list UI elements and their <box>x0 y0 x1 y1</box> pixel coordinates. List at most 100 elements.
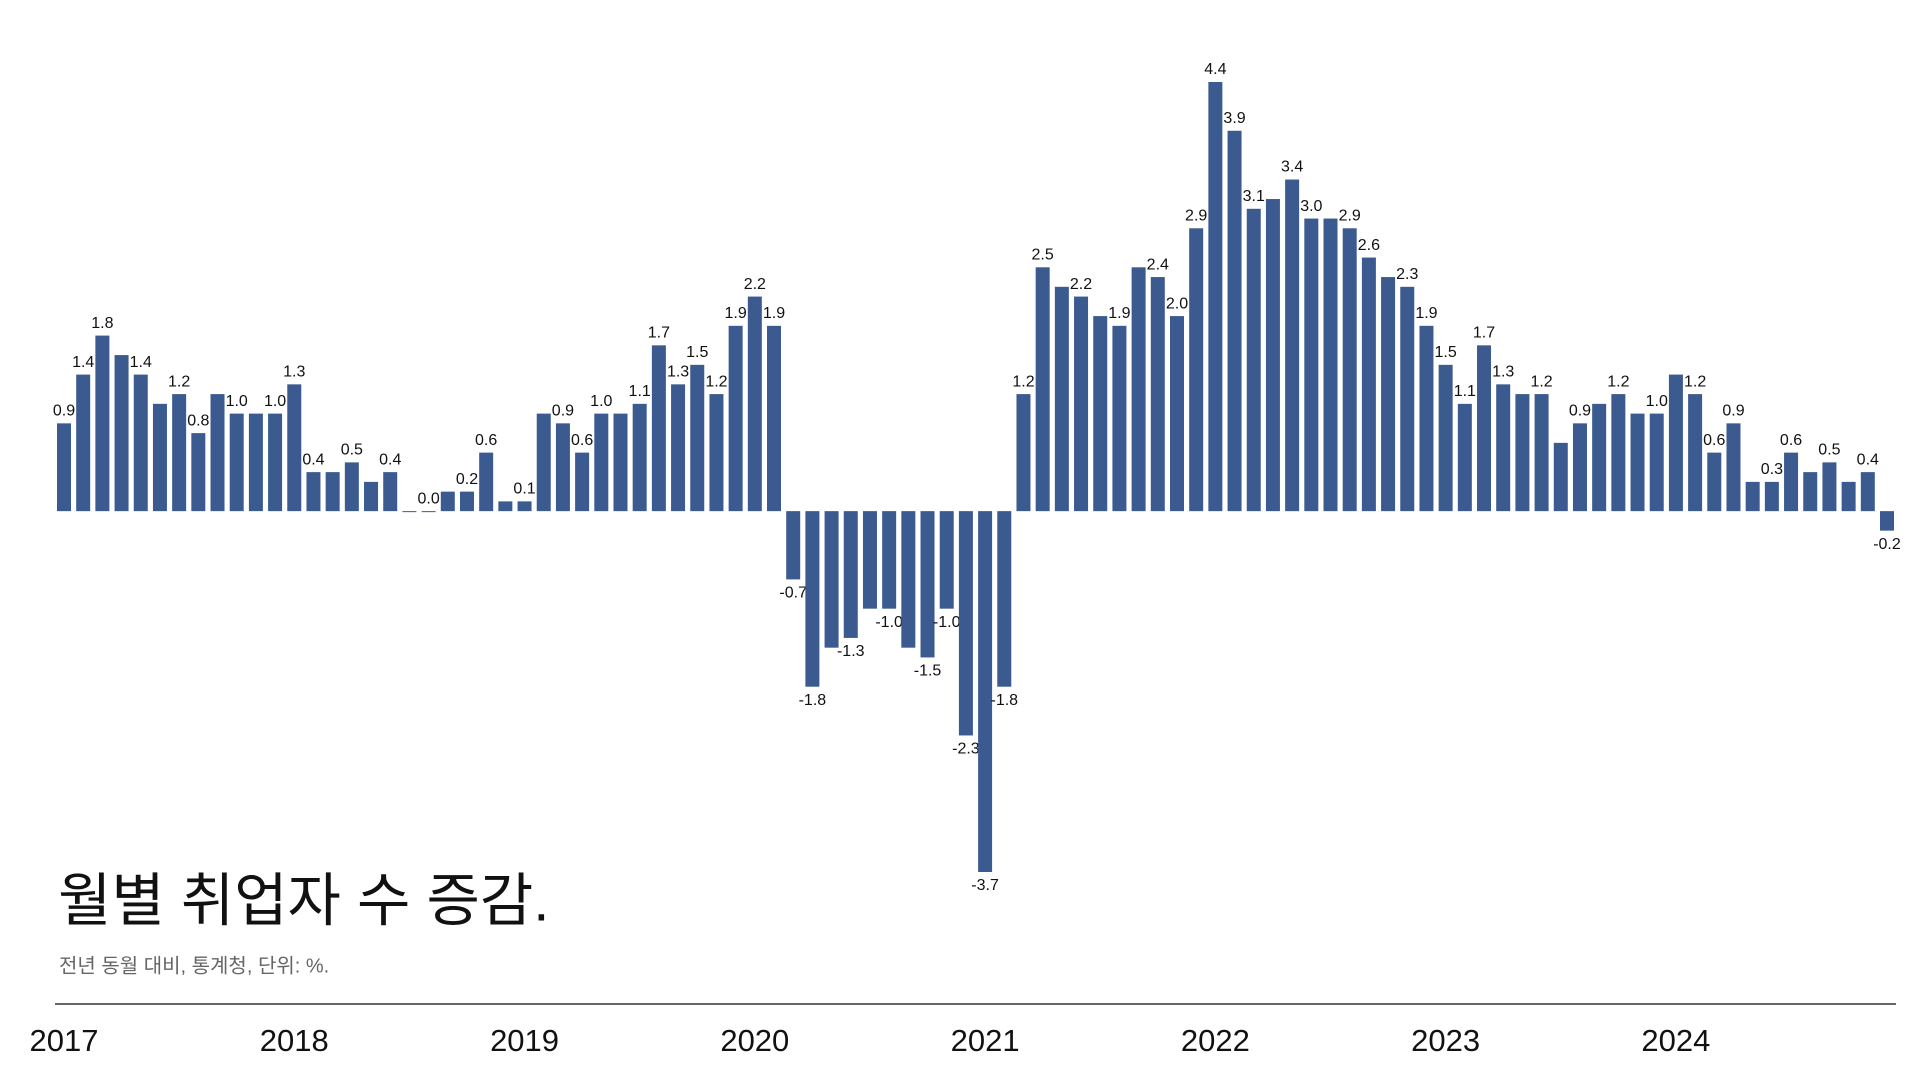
bar <box>383 472 398 512</box>
value-label: 1.9 <box>1108 305 1130 322</box>
bar <box>709 394 724 512</box>
value-label: -1.0 <box>933 614 961 631</box>
value-label: 1.2 <box>168 373 190 390</box>
x-tick-label: 2018 <box>260 1023 329 1058</box>
value-label: 1.9 <box>725 305 747 322</box>
bar <box>1784 452 1799 512</box>
bar <box>1688 394 1703 512</box>
value-label: 1.4 <box>72 354 94 371</box>
x-tick-label: 2019 <box>490 1023 559 1058</box>
value-label: 1.1 <box>629 383 651 400</box>
value-label: 0.9 <box>1569 403 1591 420</box>
bar <box>1477 345 1492 512</box>
value-label: 1.9 <box>1415 305 1437 322</box>
bar <box>1361 257 1376 512</box>
value-label: 2.3 <box>1396 266 1418 283</box>
bar <box>76 374 91 512</box>
bar <box>152 403 167 512</box>
bar <box>498 501 513 512</box>
value-label: 1.5 <box>1435 344 1457 361</box>
bar <box>1342 228 1357 512</box>
value-label: -1.8 <box>799 692 827 709</box>
bar <box>1419 325 1434 512</box>
value-label: 1.4 <box>130 354 152 371</box>
value-label: 0.4 <box>1857 451 1879 468</box>
bar <box>536 413 551 512</box>
bar <box>1457 403 1472 512</box>
bar <box>671 384 686 512</box>
bar <box>172 394 187 512</box>
bar <box>767 325 782 512</box>
value-label: 1.0 <box>1646 393 1668 410</box>
x-tick-label: 2024 <box>1641 1023 1710 1058</box>
chart-subtitle: 전년 동월 대비, 통계청, 단위: %. <box>59 954 329 977</box>
bar <box>786 511 801 580</box>
bar <box>1227 130 1242 512</box>
bar <box>882 511 897 609</box>
bar <box>1016 394 1031 512</box>
x-tick-label: 2021 <box>951 1023 1020 1058</box>
bar <box>517 501 532 512</box>
bar <box>1150 277 1165 512</box>
bar <box>1035 267 1050 512</box>
value-label: 2.5 <box>1032 247 1054 264</box>
bar <box>1572 423 1587 512</box>
bar <box>1803 472 1818 512</box>
value-label: 1.2 <box>705 373 727 390</box>
bar <box>479 452 494 512</box>
bar <box>1304 218 1319 512</box>
bar <box>1400 286 1415 512</box>
bar <box>690 364 705 512</box>
value-label: 0.1 <box>513 481 535 498</box>
value-label: -0.7 <box>779 585 807 602</box>
x-tick-label: 2022 <box>1181 1023 1250 1058</box>
bar <box>1381 277 1396 512</box>
bar <box>248 413 263 512</box>
bar <box>1764 481 1779 512</box>
bar <box>613 413 628 512</box>
bar <box>862 511 877 609</box>
value-label: -1.8 <box>990 692 1018 709</box>
value-label: -1.0 <box>875 614 903 631</box>
value-label: -1.5 <box>914 663 942 680</box>
bar <box>1496 384 1511 512</box>
value-label: 1.7 <box>1473 325 1495 342</box>
x-tick-label: 2020 <box>720 1023 789 1058</box>
bar <box>1880 511 1894 531</box>
value-label: 1.3 <box>283 364 305 381</box>
bar <box>1592 403 1607 512</box>
bar <box>824 511 839 648</box>
value-label: 1.8 <box>91 315 113 332</box>
value-label: 1.2 <box>1012 373 1034 390</box>
bar <box>594 413 609 512</box>
bar <box>95 335 110 512</box>
value-label: 0.6 <box>1780 432 1802 449</box>
value-label: 0.9 <box>53 403 75 420</box>
value-label: 3.9 <box>1223 110 1245 127</box>
bar <box>325 472 340 512</box>
bar <box>555 423 570 512</box>
value-label: 1.2 <box>1684 373 1706 390</box>
x-tick-label: 2023 <box>1411 1023 1480 1058</box>
bar <box>1553 442 1568 512</box>
bar <box>1208 82 1223 512</box>
value-label: 3.1 <box>1243 188 1265 205</box>
value-label: 2.6 <box>1358 237 1380 254</box>
bar <box>1668 374 1683 512</box>
bar <box>1841 481 1856 512</box>
x-tick-label: 2017 <box>30 1023 99 1058</box>
bar <box>1093 316 1108 512</box>
bar <box>651 345 666 512</box>
value-label: -3.7 <box>971 877 999 894</box>
value-label: 1.2 <box>1530 373 1552 390</box>
bar <box>1822 462 1837 512</box>
value-label: 1.9 <box>763 305 785 322</box>
bar <box>57 423 71 512</box>
value-label: 2.9 <box>1185 208 1207 225</box>
value-label: 1.5 <box>686 344 708 361</box>
value-label: 0.6 <box>1703 432 1725 449</box>
value-label: 2.4 <box>1147 256 1169 273</box>
bar <box>1285 179 1300 512</box>
bar <box>958 511 973 736</box>
value-label: 0.3 <box>1761 461 1783 478</box>
